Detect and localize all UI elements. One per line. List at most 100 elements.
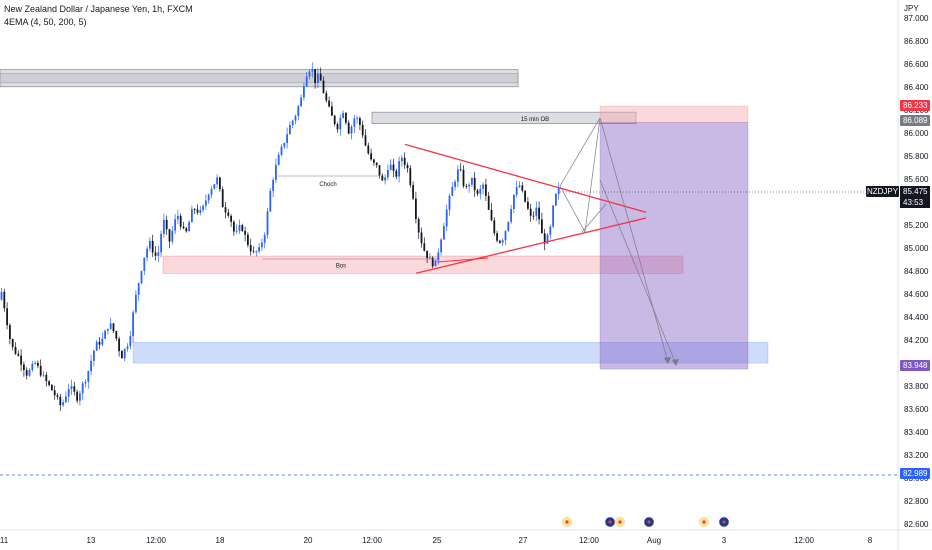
candle-body [224, 207, 227, 213]
candle-body [249, 245, 252, 252]
event-dot-icon [702, 520, 706, 524]
candle-body [541, 219, 543, 234]
candle-body [297, 106, 300, 117]
candle-body [17, 353, 20, 356]
event-dot-icon [565, 520, 569, 524]
current-price: 85.475 [903, 187, 928, 196]
price-tag-stop: 86.233 [900, 100, 931, 111]
candle-body [317, 73, 319, 83]
candle-body [149, 240, 151, 249]
candle-body [165, 219, 168, 230]
economic-event-icon [698, 516, 710, 528]
candle-body [109, 323, 112, 329]
candle-body [199, 209, 202, 213]
economic-event-icon [614, 516, 626, 528]
price-tick-label: 82.600 [904, 520, 929, 529]
currency-label: JPY [904, 4, 919, 13]
candle-body [202, 205, 204, 210]
candle-body [20, 355, 22, 365]
candle-body [84, 381, 87, 384]
candle-body [521, 185, 524, 191]
candle-body [277, 154, 280, 165]
chart-drawings: 15 min OB Bos Choch [0, 117, 898, 476]
candle-body [247, 234, 249, 246]
candle-body [538, 207, 540, 220]
candle-body [39, 365, 42, 376]
current-price-tag: 85.475 43:53 [900, 186, 930, 208]
candle-body [356, 118, 358, 119]
candle-body [280, 146, 283, 155]
triangle-trendline [404, 143, 647, 213]
candle-body [454, 181, 456, 187]
candle-body [305, 76, 308, 87]
economic-event-icon [718, 516, 730, 528]
demand-zone [132, 342, 769, 364]
candle-body [115, 331, 118, 339]
candle-body [459, 169, 462, 171]
time-tick-label: Aug [647, 536, 661, 545]
candle-body [137, 283, 140, 295]
candle-body [499, 240, 501, 243]
candle-body [191, 209, 193, 223]
candle-body [557, 188, 560, 194]
candle-body [451, 186, 454, 196]
candle-body [266, 211, 269, 235]
time-tick-label: 11 [0, 536, 9, 545]
candle-body [300, 97, 302, 107]
candle-body [126, 346, 129, 349]
symbol-badge: NZDJPY [866, 186, 899, 197]
event-dot-icon [722, 520, 726, 524]
candle-body [415, 198, 417, 220]
economic-event-icon [604, 516, 616, 528]
candle-body [258, 247, 260, 252]
candle-body [398, 161, 400, 177]
event-dot-icon [618, 520, 622, 524]
candle-body [549, 226, 552, 235]
candle-body [48, 381, 50, 385]
candle-body [406, 164, 409, 169]
candle-body [235, 230, 238, 232]
candle-body [339, 117, 342, 130]
candle-body [177, 215, 179, 220]
bos-label: Bos [336, 264, 346, 270]
candle-body [471, 177, 473, 185]
price-tick-label: 83.600 [904, 405, 929, 414]
candle-body [132, 312, 134, 337]
candle-body [381, 175, 384, 181]
candle-body [555, 193, 557, 206]
candle-body [67, 388, 70, 397]
candle-body [174, 219, 176, 231]
candle-body [389, 164, 392, 170]
price-tick-label: 85.600 [904, 175, 929, 184]
candle-body [238, 225, 241, 231]
time-tick-label: 12:00 [146, 536, 167, 545]
candle-body [314, 69, 316, 83]
candle-body [160, 233, 162, 253]
candle-body [182, 226, 185, 229]
candle-body [510, 209, 512, 222]
candle-body [412, 185, 414, 199]
candle-body [205, 200, 207, 206]
candle-body [23, 364, 25, 371]
candle-body [121, 351, 123, 359]
candle-body [328, 100, 330, 107]
short-target-area [599, 122, 749, 370]
order-block-zone [371, 111, 637, 124]
candle-body [65, 396, 67, 403]
candle-body [403, 157, 406, 165]
candle-body [107, 328, 109, 331]
price-tag-entry: 86.089 [900, 115, 931, 126]
candle-body [426, 250, 428, 258]
candle-body [168, 229, 171, 242]
time-tick-label: 18 [216, 536, 225, 545]
candle-body [468, 184, 470, 187]
candle-body [353, 118, 356, 127]
indicator-label[interactable]: 4EMA (4, 50, 200, 5) [4, 17, 87, 27]
price-tick-label: 83.400 [904, 428, 929, 437]
candle-body [14, 346, 17, 354]
candle-body [331, 106, 333, 116]
supply-zone-inner [0, 73, 519, 84]
candle-body [146, 248, 148, 258]
candle-body [524, 190, 526, 202]
